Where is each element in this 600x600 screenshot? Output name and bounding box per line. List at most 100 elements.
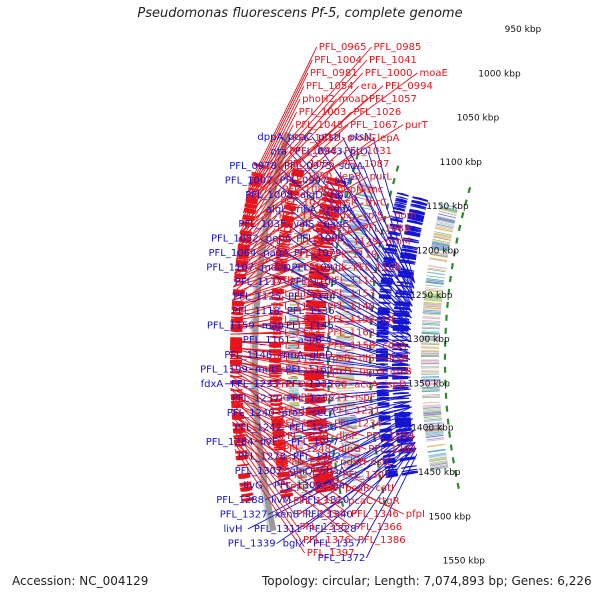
- reverse-strand-arrow: [384, 251, 397, 255]
- cog-segment: [288, 337, 299, 339]
- gene-label: PFL_1161: [243, 335, 291, 346]
- forward-strand-arrow: [309, 266, 330, 272]
- cog-segment: [422, 394, 440, 396]
- kbp-tick-label: 1050 kbp: [457, 114, 500, 124]
- gene-label: pfpI: [406, 509, 425, 520]
- reverse-strand-arrow: [392, 377, 409, 380]
- forward-strand-arrow: [241, 497, 255, 502]
- forward-strand-arrow: [230, 321, 243, 324]
- gene-label: PFL_1158: [328, 340, 376, 351]
- cog-segment: [433, 236, 451, 241]
- gene-label: tam: [329, 480, 349, 491]
- cog-segment: [421, 386, 440, 389]
- label-connector: [358, 180, 414, 301]
- label-connector: [239, 137, 291, 234]
- cog-segment: [421, 359, 439, 361]
- label-connector: [353, 436, 415, 515]
- forward-strand-arrow: [231, 307, 244, 311]
- cog-segment: [292, 441, 303, 444]
- forward-strand-arrow: [269, 344, 282, 348]
- label-connector: [229, 367, 299, 398]
- label-connector: [240, 124, 294, 227]
- label-connector: [305, 394, 412, 414]
- gene-label: PFL_1003: [299, 107, 347, 118]
- label-connector: [361, 447, 417, 544]
- forward-strand-arrow: [314, 483, 335, 488]
- cog-segment: [338, 420, 357, 424]
- cog-segment: [429, 458, 448, 463]
- gene-label: PFL_1159: [207, 321, 255, 332]
- cog-segment: [288, 348, 299, 350]
- gene-label: PFL_1111: [279, 211, 327, 222]
- gene-label: PFL_0981: [310, 68, 358, 79]
- gene-label: PFL_1211: [301, 392, 349, 403]
- reverse-strand-arrow: [407, 214, 424, 220]
- cog-segment: [296, 473, 307, 477]
- reverse-strand-arrow: [411, 199, 428, 207]
- cog-segment: [423, 418, 442, 421]
- label-connector: [295, 430, 415, 501]
- topology-text: Topology: circular; Length: 7,074,893 bp…: [262, 574, 592, 588]
- cog-segment: [289, 401, 300, 405]
- label-connector: [229, 374, 276, 411]
- gene-label: PFL_1035: [238, 219, 286, 230]
- cog-segment: [423, 413, 442, 416]
- gene-label: PFL_1262: [368, 444, 416, 455]
- label-connector: [229, 347, 272, 359]
- cog-segment: [304, 200, 315, 205]
- gene-label: pcaC: [288, 132, 313, 143]
- gene-label: PFL_1143: [273, 327, 321, 338]
- label-connector: [337, 400, 412, 428]
- forward-strand-arrow: [304, 349, 325, 352]
- reverse-strand-arrow: [376, 333, 389, 336]
- gene-label: PFL_1146: [224, 350, 272, 361]
- kbp-tick-label: 1350 kbp: [408, 379, 451, 389]
- gene-label: PFL_1339: [228, 539, 276, 550]
- cog-segment: [421, 379, 440, 382]
- label-connector: [234, 202, 279, 267]
- label-connector: [230, 387, 365, 437]
- label-connector: [279, 325, 411, 360]
- label-connector: [264, 429, 415, 501]
- label-connector: [248, 46, 318, 187]
- cog-segment: [424, 423, 443, 426]
- gene-label: ptsN: [349, 132, 372, 143]
- cog-segment: [289, 317, 300, 320]
- reverse-strand-arrow: [401, 246, 418, 251]
- cog-segment: [423, 302, 442, 306]
- reverse-strand-arrow: [412, 196, 429, 202]
- gene-label: PFL_1357: [313, 539, 361, 550]
- cog-segment: [436, 218, 455, 224]
- label-connector: [335, 388, 411, 399]
- label-connector: [336, 296, 411, 348]
- label-connector: [245, 72, 309, 200]
- gene-label: PFL_1054: [306, 81, 354, 92]
- dashed-ring-1: [368, 165, 400, 507]
- forward-strand-arrow: [238, 474, 251, 479]
- gene-label: PFL_1008: [245, 190, 293, 201]
- cog-segment: [294, 262, 305, 265]
- forward-strand-arrow: [276, 251, 289, 255]
- label-connector: [267, 424, 414, 486]
- cog-segment: [290, 295, 301, 298]
- label-connector: [320, 209, 413, 313]
- gene-label: PFL_1242: [234, 422, 282, 433]
- cog-segment: [421, 373, 440, 375]
- gene-label: PFL_1125: [233, 292, 281, 303]
- label-connector: [237, 163, 286, 247]
- cog-segment: [298, 483, 309, 486]
- gene-label: algD: [300, 190, 323, 201]
- gene-label: PFL_1153: [327, 289, 375, 300]
- reverse-strand-arrow: [402, 239, 419, 244]
- cog-segment: [340, 280, 359, 284]
- cog-segment: [289, 398, 300, 401]
- forward-strand-arrow: [240, 488, 253, 492]
- label-connector: [231, 408, 341, 476]
- gene-label: PFL_1288: [216, 495, 264, 506]
- cog-segment: [288, 346, 299, 349]
- gene-label: PFL_1220: [279, 418, 327, 429]
- cog-segment: [435, 224, 454, 230]
- cog-segment: [422, 310, 441, 313]
- gene-label: PFL_1328: [309, 524, 357, 535]
- gene-label: PFL_1031: [344, 146, 392, 157]
